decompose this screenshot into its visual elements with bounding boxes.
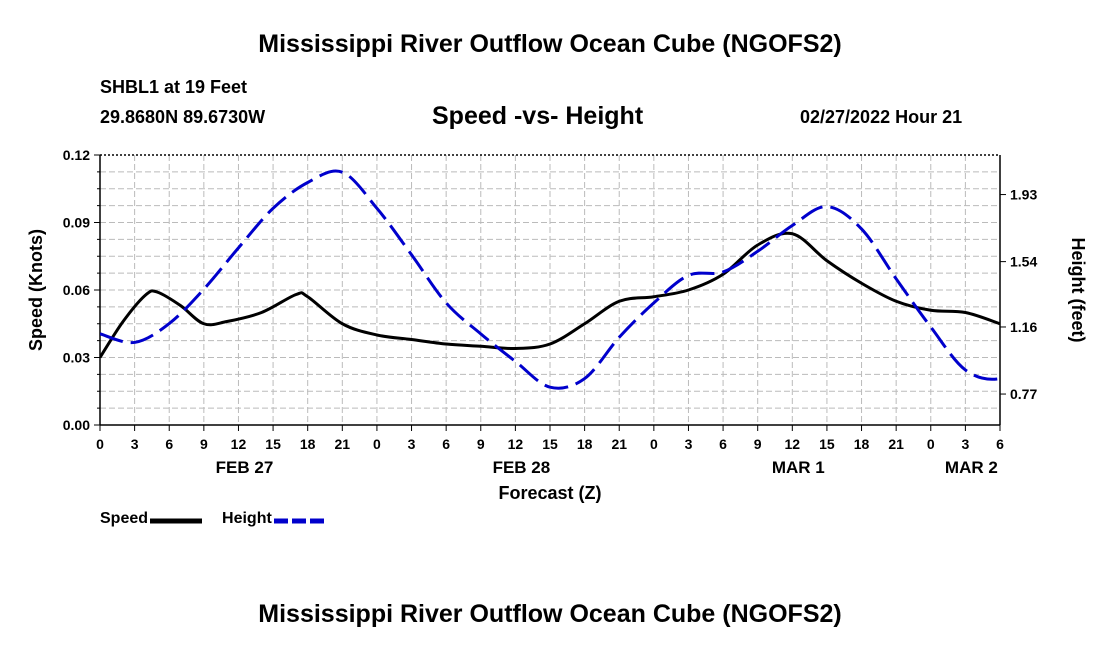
date-label: MAR 2	[945, 458, 998, 477]
x-tick-label: 18	[577, 436, 593, 452]
coordinates-label: 29.8680N 89.6730W	[100, 107, 266, 127]
x-tick-label: 0	[650, 436, 658, 452]
x-tick-label: 3	[408, 436, 416, 452]
legend-speed-swatch	[150, 518, 203, 524]
x-tick-label: 3	[961, 436, 969, 452]
x-tick-label: 15	[542, 436, 558, 452]
x-tick-label: 15	[819, 436, 835, 452]
x-tick-label: 6	[996, 436, 1004, 452]
legend-height-swatch	[273, 518, 326, 524]
chart-title: Mississippi River Outflow Ocean Cube (NG…	[258, 30, 842, 58]
x-tick-label: 0	[927, 436, 935, 452]
chart-subtitle: Speed -vs- Height	[432, 102, 644, 130]
x-tick-label: 12	[231, 436, 247, 452]
x-tick-label: 12	[785, 436, 801, 452]
x-tick-label: 21	[888, 436, 904, 452]
series-line-height	[100, 169, 1000, 390]
x-tick-label: 9	[477, 436, 485, 452]
axis-labels: 0 3 6 9 12 15 18 21 0 3 6 9 12 15 18 21 0 3 6 9 12 15 18 21 0 3 6 F…	[26, 147, 1088, 503]
x-tick-label: 9	[200, 436, 208, 452]
x-tick-label: 3	[131, 436, 139, 452]
date-label: FEB 27	[216, 458, 274, 477]
y2-tick-label: 0.77	[1010, 386, 1037, 402]
grid	[100, 155, 1000, 425]
x-tick-label: 6	[442, 436, 450, 452]
y2-axis-title: Height (feet)	[1068, 238, 1088, 343]
y2-tick-label: 1.16	[1010, 319, 1037, 335]
legend-height-label: Height	[222, 510, 272, 527]
x-tick-label: 21	[611, 436, 627, 452]
chart-title-repeat: Mississippi River Outflow Ocean Cube (NG…	[258, 600, 842, 628]
datetime-label: 02/27/2022 Hour 21	[800, 107, 963, 127]
x-tick-label: 3	[685, 436, 693, 452]
date-label: MAR 1	[772, 458, 825, 477]
legend-speed-label: Speed	[100, 510, 149, 527]
x-tick-label: 0	[96, 436, 104, 452]
x-tick-label: 0	[373, 436, 381, 452]
y-tick-label: 0.12	[63, 147, 90, 163]
y2-tick-label: 1.54	[1010, 254, 1037, 270]
x-axis-title: Forecast (Z)	[498, 483, 601, 503]
station-label: SHBL1 at 19 Feet	[100, 77, 248, 97]
x-tick-label: 9	[754, 436, 762, 452]
y-tick-label: 0.06	[63, 282, 90, 298]
y-tick-label: 0.00	[63, 417, 90, 433]
date-label: FEB 28	[493, 458, 551, 477]
y-axis-title: Speed (Knots)	[26, 229, 46, 351]
x-tick-label: 15	[265, 436, 281, 452]
legend: Speed Height	[100, 510, 328, 528]
series-lines	[100, 169, 1000, 390]
x-tick-label: 12	[508, 436, 524, 452]
x-tick-label: 21	[335, 436, 351, 452]
axes	[94, 154, 1006, 431]
y2-tick-label: 1.93	[1010, 187, 1037, 203]
x-tick-label: 18	[854, 436, 870, 452]
y-tick-label: 0.03	[63, 350, 90, 366]
x-tick-label: 18	[300, 436, 316, 452]
x-tick-label: 6	[719, 436, 727, 452]
y-tick-label: 0.09	[63, 215, 90, 231]
x-tick-label: 6	[165, 436, 173, 452]
